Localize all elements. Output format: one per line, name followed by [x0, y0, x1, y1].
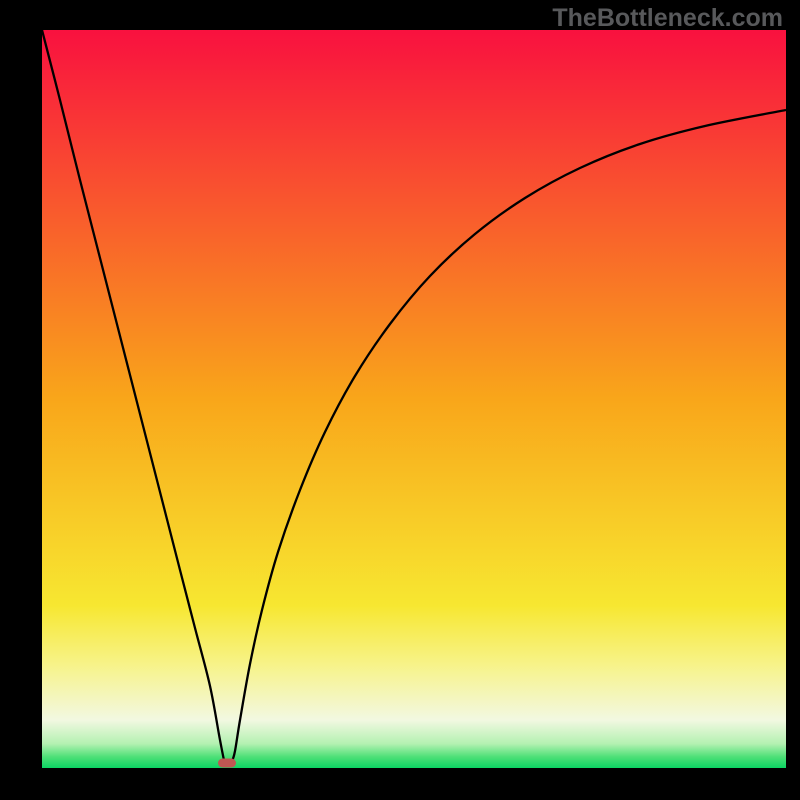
marker-layer [0, 0, 800, 800]
optimum-marker [218, 759, 236, 768]
chart-container: TheBottleneck.com [0, 0, 800, 800]
